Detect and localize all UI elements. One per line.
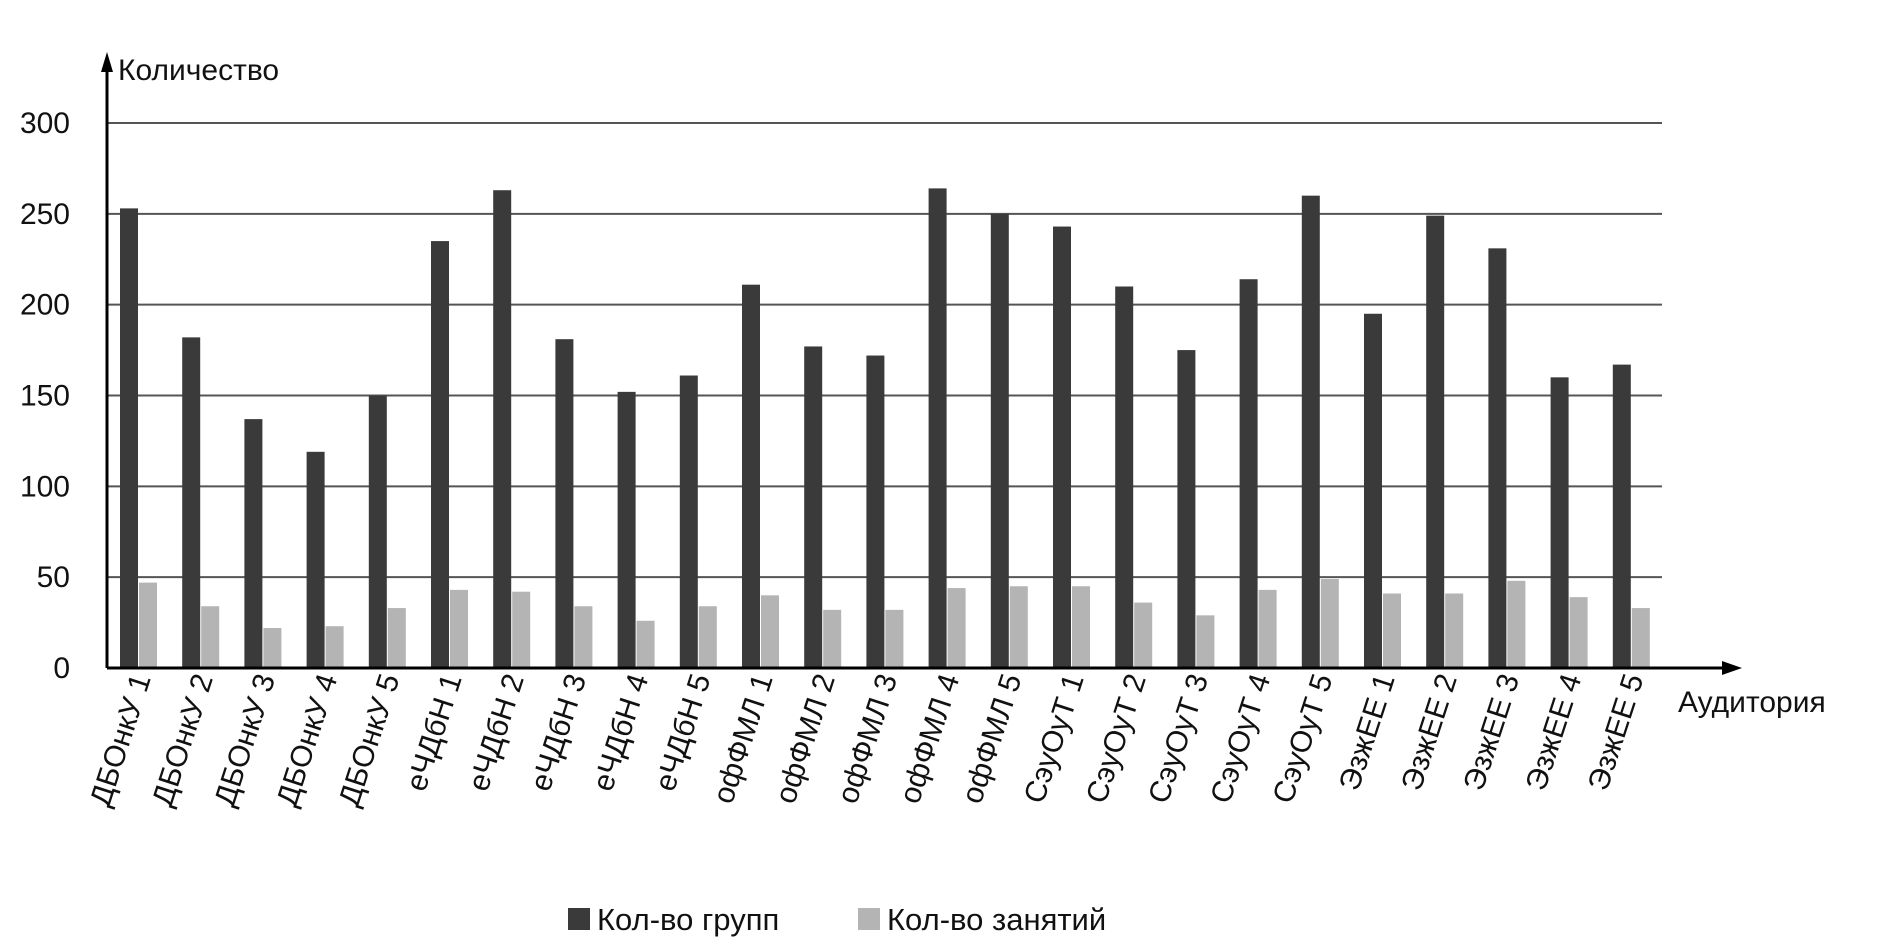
y-tick-label: 0 (53, 652, 70, 685)
x-tick-label: СэуОуТ 4 (1205, 670, 1278, 807)
bar-groups (1177, 350, 1196, 668)
bar-lessons (698, 606, 717, 668)
bar-lessons (1258, 589, 1277, 668)
axes (101, 52, 1742, 675)
bar-groups (1301, 195, 1320, 668)
bar-groups (1612, 364, 1631, 668)
bar-groups (368, 395, 387, 668)
bar-lessons (512, 591, 531, 668)
x-tick-label: СэуОуТ 3 (1142, 670, 1215, 807)
x-tick-label: ДБОнкУ 2 (146, 670, 220, 810)
x-tick-label: офФМЛ 4 (894, 670, 967, 808)
bar-groups (1364, 313, 1382, 668)
x-tick-label: офФМЛ 2 (769, 670, 842, 808)
bar-groups (617, 391, 636, 668)
bar-lessons (201, 606, 220, 668)
y-tick-label: 50 (37, 561, 70, 594)
x-tick-label: еЧДбН 5 (649, 670, 718, 795)
x-tick-label: офФМЛ 1 (707, 670, 780, 808)
x-tick-label: еЧДбН 4 (587, 670, 656, 795)
x-axis-arrow (1722, 661, 1742, 675)
bar-lessons (636, 620, 655, 668)
legend-swatch-lessons (858, 908, 880, 930)
bar-groups (431, 241, 449, 669)
x-axis-label: Аудитория (1678, 686, 1826, 719)
y-tick-label: 100 (20, 470, 70, 503)
bar-groups (1488, 248, 1507, 668)
bar-groups (866, 355, 885, 668)
bar-groups (1053, 226, 1071, 669)
x-tick-label: ЭзжЕЕ 4 (1520, 670, 1589, 795)
bar-groups (1426, 215, 1445, 668)
bar-groups (306, 451, 325, 668)
bar-groups (555, 339, 574, 668)
bar-groups (182, 337, 201, 668)
bar-lessons (139, 582, 157, 668)
y-tick-label: 150 (20, 380, 70, 413)
y-tick-label: 250 (20, 198, 70, 231)
x-tick-label: ЭзжЕЕ 5 (1582, 670, 1651, 795)
legend-label-groups: Кол-во групп (597, 902, 779, 937)
y-axis-arrow (101, 52, 113, 72)
bar-lessons (823, 609, 842, 668)
x-tick-label: ЭзжЕЕ 2 (1395, 670, 1464, 795)
y-tick-label: 300 (20, 107, 70, 140)
x-tick-label: СэуОуТ 5 (1267, 670, 1340, 807)
bar-lessons (1383, 593, 1401, 668)
bar-lessons (1196, 615, 1215, 668)
legend-swatch-groups (568, 908, 590, 930)
bar-groups (742, 284, 760, 668)
bar-lessons (1134, 602, 1153, 668)
bar-groups (804, 346, 823, 668)
x-tick-label: ДБОнкУ 4 (271, 670, 345, 810)
x-tick-label: еЧДбН 3 (524, 670, 593, 795)
y-tick-label: 200 (20, 289, 70, 322)
bar-groups (1550, 377, 1569, 668)
x-tick-label: еЧДбН 2 (462, 670, 531, 795)
x-tick-label: ДБОнкУ 5 (333, 670, 407, 810)
bar-groups (1115, 286, 1134, 668)
bar-lessons (1009, 586, 1028, 668)
bar-groups (1239, 279, 1258, 668)
x-tick-label: ЭзжЕЕ 1 (1333, 670, 1402, 795)
bars (120, 188, 1650, 669)
bar-lessons (450, 589, 468, 668)
grid-lines (107, 122, 1662, 579)
legend-label-lessons: Кол-во занятий (887, 902, 1106, 937)
x-tick-label: СэуОуТ 2 (1080, 670, 1153, 807)
bar-groups (244, 419, 263, 668)
x-tick-label: ЭзжЕЕ 3 (1457, 670, 1526, 795)
bar-lessons (1569, 597, 1588, 668)
bar-groups (990, 213, 1009, 669)
legend: Кол-во групп Кол-во занятий (568, 902, 1106, 937)
x-tick-label: офФМЛ 3 (831, 670, 904, 808)
bar-lessons (1631, 608, 1650, 668)
x-tick-label: офФМЛ 5 (956, 670, 1029, 808)
x-tick-label: ДБОнкУ 3 (208, 670, 282, 810)
y-tick-labels: 0 50 100 150 200 250 300 (20, 107, 70, 685)
bar-groups (679, 375, 698, 668)
bar-lessons (947, 588, 966, 668)
bar-lessons (263, 628, 282, 668)
bar-groups (928, 188, 947, 668)
bar-lessons (1507, 580, 1526, 668)
bar-lessons (387, 608, 406, 668)
x-tick-label: ДБОнкУ 1 (84, 670, 158, 810)
bar-lessons (1320, 578, 1339, 668)
bar-lessons (1445, 593, 1464, 668)
bar-groups (120, 208, 138, 668)
x-tick-label: СэуОуТ 1 (1018, 670, 1091, 807)
bar-lessons (761, 595, 779, 668)
bar-lessons (1072, 586, 1090, 668)
y-axis-label: Количество (118, 54, 279, 87)
x-tick-label: еЧДбН 1 (400, 670, 469, 795)
bar-groups (493, 190, 512, 668)
bar-lessons (885, 609, 904, 668)
bar-lessons (325, 626, 344, 668)
bar-lessons (574, 606, 593, 668)
